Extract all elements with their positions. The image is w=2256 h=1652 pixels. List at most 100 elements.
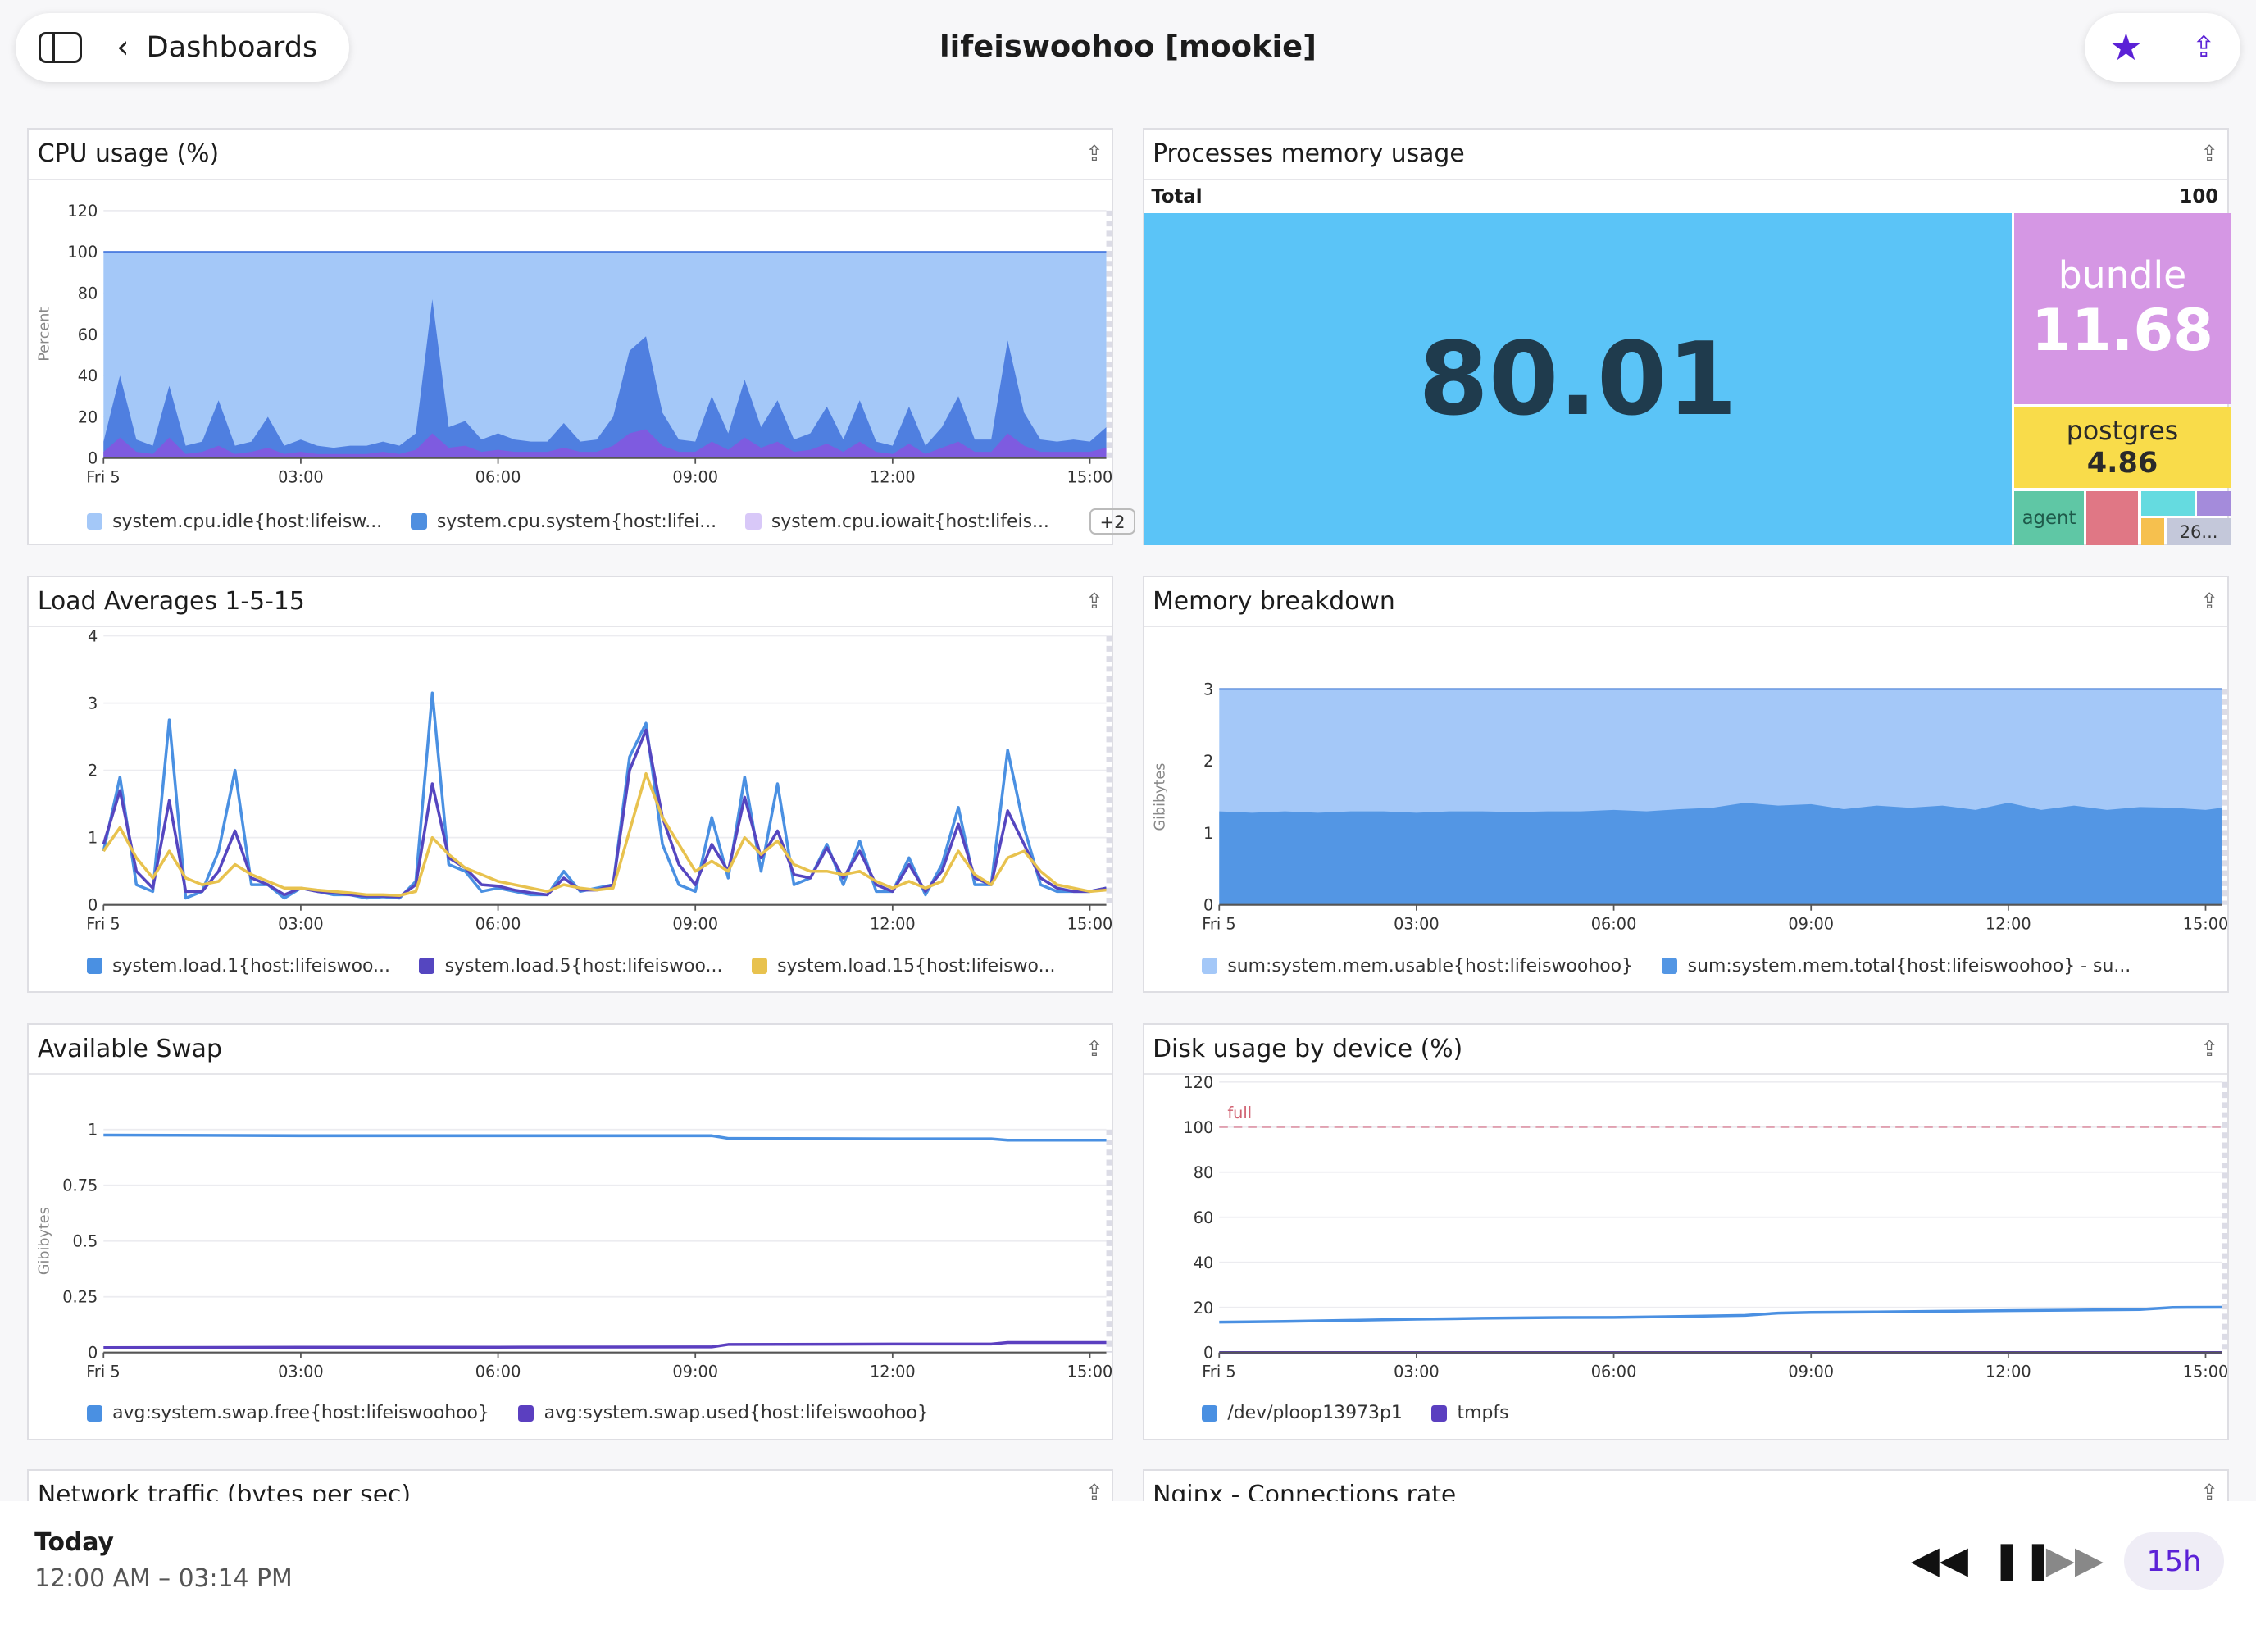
y-axis-label: Percent bbox=[37, 307, 53, 361]
legend-item[interactable]: system.load.5{host:lifeiswoo... bbox=[419, 956, 722, 976]
export-icon[interactable]: ⇪ bbox=[2200, 1481, 2219, 1506]
back-to-dashboards-button[interactable]: Dashboards bbox=[146, 30, 318, 65]
export-icon[interactable]: ⇪ bbox=[1085, 141, 1103, 166]
y-tick-label: 4 bbox=[88, 627, 98, 646]
legend-label: system.cpu.iowait{host:lifeis... bbox=[771, 511, 1049, 532]
treemap-cell[interactable] bbox=[2197, 490, 2231, 516]
sidebar-toggle-icon[interactable] bbox=[39, 31, 83, 64]
x-tick-label: 09:00 bbox=[1788, 1363, 1834, 1381]
x-tick-label: 12:00 bbox=[870, 1363, 916, 1381]
y-tick-label: 0 bbox=[88, 896, 98, 915]
y-tick-label: 3 bbox=[88, 694, 98, 713]
x-tick-label: 06:00 bbox=[1590, 915, 1636, 934]
treemap-cell[interactable]: 26... bbox=[2167, 518, 2231, 546]
y-axis-label: Gibibytes bbox=[1152, 763, 1168, 831]
export-icon[interactable]: ⇪ bbox=[2200, 1036, 2219, 1062]
panel-load-averages: Load Averages 1-5-15 ⇪ 0 1 2 3 4 Fri 5 03:00 06:… bbox=[27, 576, 1114, 993]
panel-processes-memory: Processes memory usage ⇪ Total 100 80.01 … bbox=[1142, 128, 2231, 546]
y-tick-label: 0.75 bbox=[63, 1176, 98, 1195]
top-bar: ‹ Dashboards lifeiswoohoo [mookie] ★ ⇪ bbox=[0, 0, 2256, 95]
x-tick-label: Fri 5 bbox=[1202, 915, 1235, 934]
y-tick-label: 60 bbox=[78, 325, 98, 344]
area-series bbox=[1218, 803, 2222, 906]
legend-item[interactable]: system.cpu.system{host:lifei... bbox=[411, 512, 716, 532]
cell-value: 11.68 bbox=[2031, 297, 2213, 365]
x-tick-label: Fri 5 bbox=[87, 915, 121, 934]
share-icon[interactable]: ⇪ bbox=[2191, 30, 2216, 65]
line-series bbox=[1218, 1305, 2222, 1324]
cell-value: 80.01 bbox=[1418, 321, 1737, 439]
export-icon[interactable]: ⇪ bbox=[2200, 141, 2219, 166]
y-tick-label: 2 bbox=[1203, 753, 1213, 771]
legend-label: avg:system.swap.used{host:lifeiswoohoo} bbox=[544, 1403, 929, 1424]
line-series bbox=[102, 772, 1108, 898]
legend-item[interactable]: sum:system.mem.usable{host:lifeiswoohoo} bbox=[1201, 956, 1633, 976]
memory-chart: 0 1 2 3 Fri 5 03:00 06:00 09:00 12:00 15:00 Gibiby… bbox=[1152, 680, 2228, 934]
legend-item[interactable]: /dev/ploop13973p1 bbox=[1201, 1403, 1403, 1424]
export-icon[interactable]: ⇪ bbox=[1085, 1481, 1103, 1506]
time-window-button[interactable]: 15h bbox=[2123, 1532, 2225, 1591]
legend-item[interactable]: system.cpu.idle{host:lifeisw... bbox=[86, 512, 382, 532]
x-tick-label: 15:00 bbox=[2182, 1363, 2228, 1381]
y-tick-label: 120 bbox=[68, 202, 98, 221]
y-tick-label: 1 bbox=[1203, 824, 1213, 843]
legend: /dev/ploop13973p1 tmpfs bbox=[1201, 1403, 1509, 1424]
line-series bbox=[103, 1134, 1107, 1142]
legend-label: system.load.5{host:lifeiswoo... bbox=[444, 955, 723, 976]
line-series bbox=[103, 1341, 1107, 1349]
panel-network-traffic: Network traffic (bytes per sec) ⇪ bbox=[27, 1468, 1114, 1509]
chevron-left-icon[interactable]: ‹ bbox=[116, 29, 130, 66]
treemap-cell[interactable]: bundle 11.68 bbox=[2014, 212, 2231, 405]
y-tick-label: 0 bbox=[1203, 896, 1213, 915]
x-tick-label: 06:00 bbox=[1590, 1363, 1636, 1381]
fast-forward-icon[interactable]: ▶▶ bbox=[2045, 1538, 2104, 1582]
star-icon[interactable]: ★ bbox=[2108, 25, 2143, 70]
x-tick-label: 06:00 bbox=[475, 467, 521, 486]
legend-item[interactable]: sum:system.mem.total{host:lifeiswoohoo} … bbox=[1662, 956, 2131, 976]
pause-icon[interactable]: ❚❚ bbox=[1991, 1538, 2054, 1582]
legend-item[interactable]: system.cpu.iowait{host:lifeis... bbox=[745, 512, 1049, 532]
cpu-chart: 0 20 40 60 80 100 120 Fri 5 03:00 06:00 09:00 12:00… bbox=[37, 202, 1113, 487]
treemap-cell[interactable] bbox=[2086, 490, 2139, 546]
treemap-cell[interactable] bbox=[2140, 518, 2164, 546]
export-icon[interactable]: ⇪ bbox=[1085, 589, 1103, 614]
legend-label: /dev/ploop13973p1 bbox=[1227, 1403, 1403, 1424]
rewind-icon[interactable]: ◀◀ bbox=[1910, 1538, 1968, 1582]
treemap-cell[interactable]: postgres 4.86 bbox=[2014, 407, 2231, 489]
legend-item[interactable]: system.load.15{host:lifeiswo... bbox=[751, 955, 1056, 976]
actions-pill: ★ ⇪ bbox=[2085, 12, 2240, 83]
panel-available-swap: Available Swap ⇪ 0 0.25 0.5 0.75 1 Fri 5 03:00 0… bbox=[27, 1022, 1114, 1440]
y-tick-label: 100 bbox=[68, 243, 98, 262]
panel-title: CPU usage (%) bbox=[37, 139, 220, 169]
panel-disk-usage: Disk usage by device (%) ⇪ 0 20 40 60 80 100 12… bbox=[1142, 1022, 2229, 1440]
x-tick-label: Fri 5 bbox=[87, 467, 121, 486]
x-tick-label: 15:00 bbox=[1067, 915, 1113, 934]
export-icon[interactable]: ⇪ bbox=[2200, 589, 2219, 614]
area-series-system bbox=[103, 298, 1107, 458]
panel-title: Disk usage by device (%) bbox=[1153, 1035, 1463, 1064]
x-tick-label: 03:00 bbox=[1394, 915, 1440, 934]
panel-memory-breakdown: Memory breakdown ⇪ 0 1 2 3 Fri 5 03:00 06:00 09:… bbox=[1142, 576, 2229, 993]
panel-title: Available Swap bbox=[37, 1035, 222, 1064]
legend-swatch bbox=[419, 958, 435, 974]
cell-name: bundle bbox=[2058, 253, 2187, 298]
nav-pill: ‹ Dashboards bbox=[16, 12, 350, 83]
x-tick-label: 03:00 bbox=[1394, 1363, 1440, 1381]
cell-name: 26... bbox=[2179, 521, 2218, 543]
legend: avg:system.swap.free{host:lifeiswoohoo} … bbox=[86, 1403, 929, 1423]
y-tick-label: 2 bbox=[88, 762, 98, 780]
x-tick-label: 09:00 bbox=[673, 915, 719, 934]
time-day-label: Today bbox=[34, 1527, 114, 1557]
legend-item[interactable]: avg:system.swap.free{host:lifeiswoohoo} bbox=[86, 1403, 489, 1423]
x-tick-label: 06:00 bbox=[475, 915, 521, 934]
legend-item[interactable]: avg:system.swap.used{host:lifeiswoohoo} bbox=[518, 1403, 929, 1423]
legend-item[interactable]: system.load.1{host:lifeiswoo... bbox=[86, 956, 390, 976]
legend-item[interactable]: tmpfs bbox=[1430, 1403, 1509, 1423]
treemap-cell[interactable] bbox=[2140, 490, 2195, 516]
legend-label: system.load.15{host:lifeiswo... bbox=[777, 955, 1056, 976]
treemap-cell[interactable]: 80.01 bbox=[1144, 212, 2012, 546]
treemap-cell[interactable]: agent bbox=[2014, 490, 2084, 546]
y-tick-label: 0.5 bbox=[73, 1232, 98, 1251]
export-icon[interactable]: ⇪ bbox=[1085, 1036, 1103, 1062]
more-series-button[interactable]: +2 bbox=[1089, 507, 1136, 535]
